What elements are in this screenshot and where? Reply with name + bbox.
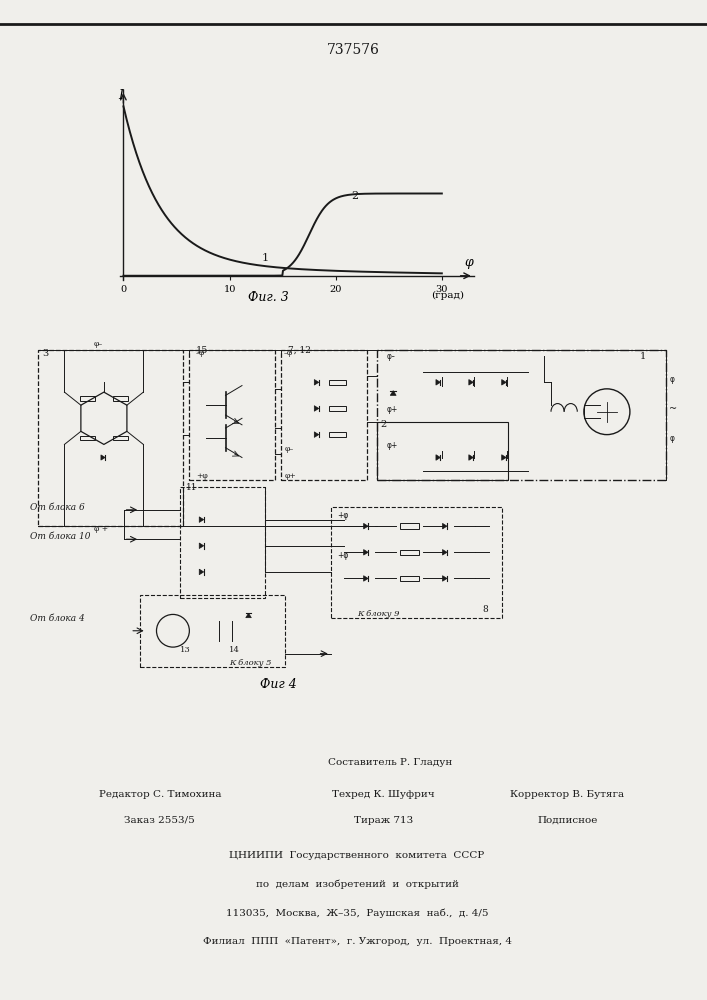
Polygon shape — [436, 380, 440, 385]
Bar — [399, 576, 419, 581]
Text: φ–: φ– — [387, 352, 395, 361]
Text: Подписное: Подписное — [537, 816, 597, 825]
Text: Редактор С. Тимохина: Редактор С. Тимохина — [98, 790, 221, 799]
Text: Заказ 2553/5: Заказ 2553/5 — [124, 816, 195, 825]
Polygon shape — [469, 455, 473, 460]
Text: 11: 11 — [186, 483, 197, 492]
Polygon shape — [101, 455, 105, 460]
Bar — [331, 507, 502, 618]
Polygon shape — [390, 391, 396, 395]
Text: 3: 3 — [42, 349, 49, 358]
Text: ~: ~ — [670, 404, 677, 414]
Text: φ–: φ– — [285, 445, 294, 453]
Bar — [377, 422, 508, 480]
Polygon shape — [199, 543, 204, 549]
Text: +φ: +φ — [196, 472, 208, 480]
Text: От блока 6: От блока 6 — [30, 503, 84, 512]
Polygon shape — [315, 380, 319, 385]
Text: 7, 12: 7, 12 — [288, 346, 311, 355]
Polygon shape — [502, 455, 506, 460]
Text: φ: φ — [464, 256, 473, 269]
Text: φ+: φ+ — [387, 405, 398, 414]
Polygon shape — [363, 576, 368, 581]
Text: (град): (град) — [431, 291, 464, 300]
Text: Фиг. 3: Фиг. 3 — [248, 291, 289, 304]
Text: 2: 2 — [351, 191, 358, 201]
Text: ЦНИИПИ  Государственного  комитета  СССР: ЦНИИПИ Государственного комитета СССР — [229, 850, 485, 859]
Bar — [399, 550, 419, 555]
Bar — [399, 523, 419, 529]
Bar — [189, 350, 275, 480]
Polygon shape — [502, 380, 506, 385]
Bar — [80, 396, 95, 401]
Polygon shape — [436, 455, 440, 460]
Text: Фиг 4: Фиг 4 — [259, 678, 296, 692]
Text: –φ: –φ — [284, 349, 293, 357]
Text: К блоку 9: К блоку 9 — [357, 610, 399, 618]
Text: Филиал  ППП  «Патент»,  г. Ужгород,  ул.  Проектная, 4: Филиал ППП «Патент», г. Ужгород, ул. Про… — [202, 938, 512, 946]
Text: по  делам  изобретений  и  открытий: по делам изобретений и открытий — [256, 879, 458, 889]
Bar — [80, 436, 95, 440]
Text: 13: 13 — [180, 646, 190, 654]
Polygon shape — [443, 550, 447, 555]
Text: 1: 1 — [262, 253, 269, 263]
Text: К блоку 5: К блоку 5 — [229, 659, 271, 667]
Text: Техред К. Шуфрич: Техред К. Шуфрич — [332, 790, 435, 799]
Text: φ: φ — [670, 434, 674, 443]
Text: Составитель Р. Гладун: Составитель Р. Гладун — [328, 758, 452, 767]
Text: +φ: +φ — [337, 551, 349, 560]
Text: 15: 15 — [196, 346, 209, 355]
Text: Тираж 713: Тираж 713 — [354, 816, 413, 825]
Text: 113035,  Москва,  Ж–35,  Раушская  наб.,  д. 4/5: 113035, Москва, Ж–35, Раушская наб., д. … — [226, 908, 489, 918]
Polygon shape — [443, 523, 447, 529]
Text: 14: 14 — [229, 646, 240, 654]
Polygon shape — [315, 406, 319, 411]
Bar — [113, 396, 127, 401]
Text: 1: 1 — [640, 352, 646, 361]
Polygon shape — [199, 569, 204, 575]
Text: +φ: +φ — [337, 511, 349, 520]
Text: φ+: φ+ — [285, 472, 296, 480]
Polygon shape — [443, 576, 447, 581]
Text: От блока 10: От блока 10 — [30, 532, 90, 541]
Text: φ +: φ + — [94, 525, 108, 533]
Text: –φ: –φ — [196, 349, 205, 357]
Text: 2: 2 — [380, 420, 386, 429]
Bar — [38, 350, 183, 526]
Bar — [329, 380, 346, 385]
Text: 8: 8 — [482, 605, 488, 614]
Bar — [113, 436, 127, 440]
Bar — [377, 350, 666, 480]
Bar — [180, 487, 265, 598]
Polygon shape — [199, 517, 204, 522]
Bar — [140, 595, 285, 667]
Text: Корректор В. Бутяга: Корректор В. Бутяга — [510, 790, 624, 799]
Bar — [281, 350, 367, 480]
Polygon shape — [469, 380, 473, 385]
Text: φ+: φ+ — [387, 441, 398, 450]
Polygon shape — [246, 613, 252, 618]
Polygon shape — [363, 550, 368, 555]
Bar — [329, 406, 346, 411]
Text: 737576: 737576 — [327, 43, 380, 57]
Text: φ: φ — [670, 375, 674, 384]
Polygon shape — [363, 523, 368, 529]
Text: От блока 4: От блока 4 — [30, 614, 84, 623]
Polygon shape — [315, 432, 319, 437]
Bar — [329, 432, 346, 437]
Text: I: I — [117, 89, 123, 102]
Text: φ–: φ– — [94, 340, 103, 348]
